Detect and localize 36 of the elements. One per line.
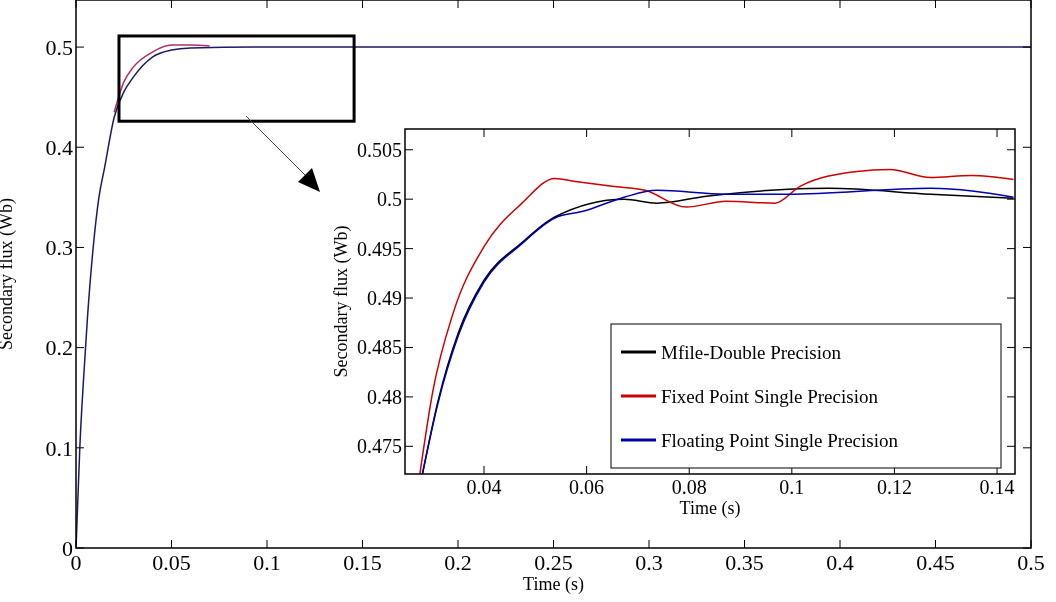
x-tick-label: 0.45 [916,550,955,575]
x-tick-label: 0.35 [725,550,764,575]
x-tick-label: 0.25 [534,550,573,575]
y-tick-label: 0.5 [45,34,73,60]
x-tick-label: 0.06 [569,476,605,498]
x-axis-title: Time (s) [679,498,741,519]
y-tick-label: 0.2 [45,335,73,361]
y-tick-label: 0.505 [357,138,402,161]
legend-label: Floating Point Single Precision [661,429,899,451]
x-tick-label: 0.1 [253,550,281,575]
x-tick-label: 0.3 [635,550,663,575]
y-tick-label: 0.3 [45,235,73,261]
y-tick-label: 0.475 [357,435,402,458]
line-series [113,44,211,113]
y-tick-label: 0.495 [357,237,402,260]
y-tick-label: 0.485 [357,336,402,359]
y-tick-label: 0.48 [367,385,402,408]
x-tick-label: 0.04 [466,476,502,498]
y-tick-label: 0.49 [367,287,402,310]
y-tick-label: 0.1 [45,435,73,461]
legend-label: Fixed Point Single Precision [661,385,879,407]
y-tick-label: 0.4 [45,134,73,160]
x-tick-label: 0.2 [444,550,472,575]
x-tick-label: 0.1 [779,476,805,498]
x-tick-label: 0.12 [876,476,912,498]
legend-label: Mfile-Double Precision [661,341,842,363]
x-tick-label: 0.14 [979,476,1015,498]
x-tick-label: 0.05 [152,550,191,575]
x-tick-label: 0.5 [1017,550,1045,575]
x-tick-label: 0.08 [671,476,707,498]
x-axis-title: Time (s) [523,574,584,595]
y-axis-title: Secondary flux (Wb) [0,198,18,350]
x-tick-label: 0.15 [343,550,382,575]
y-tick-label: 0.5 [377,188,402,211]
x-tick-label: 0.4 [826,550,854,575]
y-axis-title: Secondary flux (Wb) [331,225,352,378]
